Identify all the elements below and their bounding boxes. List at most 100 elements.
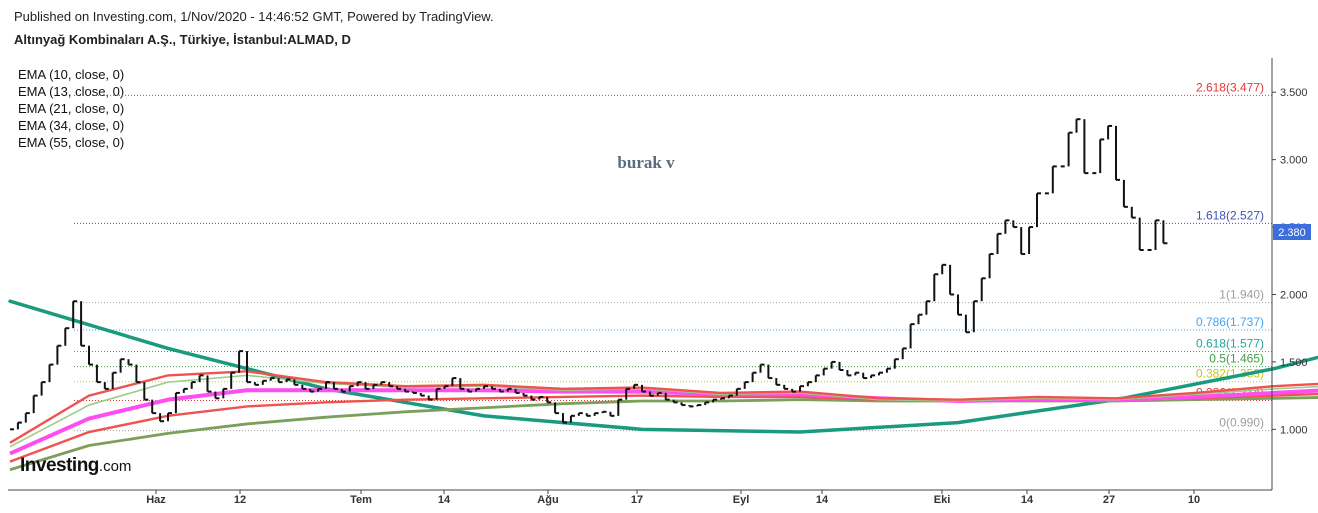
price-bar[interactable] bbox=[174, 391, 180, 414]
price-bar[interactable] bbox=[783, 384, 789, 390]
price-bar[interactable] bbox=[964, 314, 970, 334]
price-bar[interactable] bbox=[1020, 227, 1026, 256]
price-bar[interactable] bbox=[380, 381, 386, 385]
price-bar[interactable] bbox=[1067, 131, 1073, 167]
price-bar[interactable] bbox=[1154, 219, 1160, 250]
price-bar[interactable] bbox=[957, 294, 962, 316]
ema-21-line[interactable] bbox=[9, 219, 1318, 456]
price-bar[interactable] bbox=[214, 391, 220, 400]
price-bar[interactable] bbox=[933, 273, 939, 302]
ema-55-line[interactable] bbox=[9, 284, 1318, 472]
price-bar[interactable] bbox=[680, 402, 686, 407]
price-bar[interactable] bbox=[625, 387, 631, 400]
price-bar[interactable] bbox=[40, 381, 46, 396]
price-bar[interactable] bbox=[546, 396, 552, 404]
price-bar[interactable] bbox=[127, 359, 133, 366]
price-bar[interactable] bbox=[1115, 125, 1120, 181]
price-bar[interactable] bbox=[688, 405, 694, 408]
price-bar[interactable] bbox=[293, 379, 299, 386]
price-bar[interactable] bbox=[1122, 179, 1128, 208]
price-bar[interactable] bbox=[404, 388, 409, 393]
price-bar[interactable] bbox=[364, 382, 370, 390]
price-bar[interactable] bbox=[388, 382, 394, 388]
price-bar[interactable] bbox=[309, 388, 315, 393]
price-bar[interactable] bbox=[1075, 118, 1081, 133]
legend-ema-21[interactable]: EMA (21, close, 0) bbox=[18, 101, 125, 116]
price-bar[interactable] bbox=[419, 392, 425, 397]
price-bar[interactable] bbox=[325, 381, 330, 389]
price-bar[interactable] bbox=[569, 414, 575, 423]
price-bar[interactable] bbox=[1083, 119, 1089, 175]
price-bar[interactable] bbox=[751, 371, 757, 383]
price-bar[interactable] bbox=[917, 313, 923, 325]
price-bar[interactable] bbox=[767, 364, 773, 380]
price-bar[interactable] bbox=[498, 388, 504, 393]
price-bar[interactable] bbox=[838, 361, 844, 371]
price-bar[interactable] bbox=[1012, 220, 1018, 229]
price-bar[interactable] bbox=[1028, 226, 1034, 255]
price-bar[interactable] bbox=[246, 351, 251, 384]
price-bar[interactable] bbox=[396, 386, 402, 390]
price-bar[interactable] bbox=[72, 300, 78, 329]
price-bar[interactable] bbox=[167, 412, 172, 422]
price-bar[interactable] bbox=[980, 277, 986, 302]
price-bar[interactable] bbox=[664, 392, 670, 401]
price-bar[interactable] bbox=[411, 391, 417, 394]
price-bar[interactable] bbox=[182, 387, 188, 393]
price-bar[interactable] bbox=[198, 374, 204, 383]
price-bar[interactable] bbox=[878, 371, 883, 376]
price-bar[interactable] bbox=[530, 395, 536, 401]
price-bar[interactable] bbox=[238, 350, 244, 373]
price-bar[interactable] bbox=[443, 385, 449, 389]
price-bar[interactable] bbox=[24, 412, 30, 423]
price-bar[interactable] bbox=[206, 375, 212, 393]
price-bar[interactable] bbox=[949, 264, 955, 296]
price-bar[interactable] bbox=[538, 395, 544, 400]
price-bar[interactable] bbox=[799, 385, 804, 392]
price-bar[interactable] bbox=[119, 358, 125, 373]
price-bar[interactable] bbox=[972, 300, 978, 333]
price-bar[interactable] bbox=[814, 374, 820, 383]
price-bar[interactable] bbox=[846, 369, 852, 377]
price-bar[interactable] bbox=[451, 377, 457, 387]
price-bar[interactable] bbox=[348, 385, 354, 392]
price-bar[interactable] bbox=[467, 388, 473, 393]
price-bar[interactable] bbox=[222, 387, 228, 399]
price-bar[interactable] bbox=[554, 402, 560, 415]
ema-10-line[interactable] bbox=[9, 176, 1318, 444]
price-bar[interactable] bbox=[151, 399, 157, 415]
price-bar[interactable] bbox=[941, 263, 947, 275]
price-bar[interactable] bbox=[1162, 220, 1168, 245]
legend-ema-55[interactable]: EMA (55, close, 0) bbox=[18, 135, 125, 150]
price-bar[interactable] bbox=[159, 413, 165, 423]
price-bar[interactable] bbox=[48, 363, 54, 383]
price-bar[interactable] bbox=[506, 387, 512, 392]
price-bar[interactable] bbox=[514, 388, 520, 394]
price-bar[interactable] bbox=[720, 397, 725, 400]
price-bar[interactable] bbox=[893, 358, 899, 369]
price-bar[interactable] bbox=[103, 382, 109, 390]
price-bar[interactable] bbox=[435, 387, 441, 400]
price-bar[interactable] bbox=[1004, 219, 1010, 234]
price-bar[interactable] bbox=[459, 378, 465, 390]
price-bar[interactable] bbox=[88, 345, 93, 366]
price-bar[interactable] bbox=[656, 391, 662, 396]
price-bar[interactable] bbox=[356, 381, 362, 387]
price-bar[interactable] bbox=[16, 421, 22, 430]
price-bar[interactable] bbox=[285, 378, 291, 383]
price-bar[interactable] bbox=[775, 378, 781, 386]
price-bar[interactable] bbox=[696, 404, 702, 407]
price-bar[interactable] bbox=[988, 253, 994, 279]
price-bar[interactable] bbox=[135, 364, 141, 384]
price-bar[interactable] bbox=[806, 381, 812, 387]
price-bar[interactable] bbox=[1036, 192, 1041, 228]
price-bar[interactable] bbox=[743, 381, 749, 389]
price-bar[interactable] bbox=[759, 363, 765, 373]
price-bar[interactable] bbox=[483, 385, 488, 389]
legend-ema-10[interactable]: EMA (10, close, 0) bbox=[18, 67, 125, 82]
price-bar[interactable] bbox=[909, 323, 915, 349]
price-bar[interactable] bbox=[143, 382, 149, 401]
price-bar[interactable] bbox=[609, 411, 615, 417]
price-bar[interactable] bbox=[64, 327, 70, 346]
